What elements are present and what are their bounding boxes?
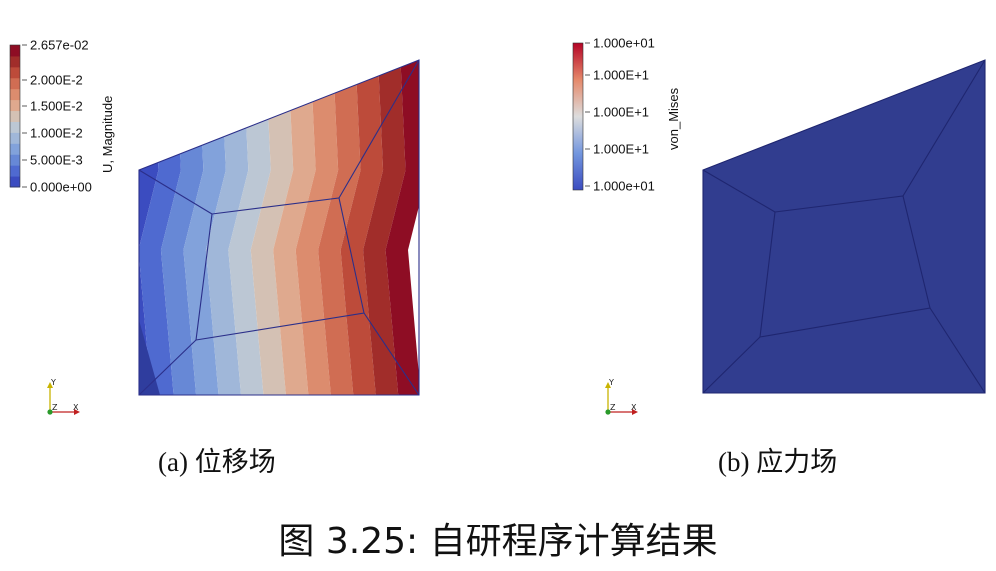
colorbar-band — [10, 121, 20, 133]
colorbar-tick-label: 0.000e+00 — [30, 180, 92, 195]
axes-triad-b: Y X Z — [605, 378, 638, 415]
displacement-mesh — [138, 59, 420, 396]
colorbar-band — [10, 143, 20, 155]
displacement-contour-bands — [139, 60, 419, 395]
contour-band — [139, 320, 160, 395]
caption-b-label: (b) — [718, 447, 750, 477]
displacement-colorbar-title: U, Magnitude — [100, 96, 115, 173]
axis-x-label: X — [73, 403, 79, 412]
caption-b: (b) 应力场 — [718, 440, 837, 479]
colorbar-tick-label: 1.000E+1 — [593, 142, 649, 157]
colorbar-tick-label: 1.000e+01 — [593, 36, 655, 51]
axes-triad-a: Y X Z — [47, 378, 80, 415]
colorbar-band — [10, 132, 20, 144]
colorbar-tick-label: 2.000E-2 — [30, 73, 83, 88]
displacement-colorbar-bands — [10, 45, 20, 188]
displacement-plot — [138, 59, 420, 396]
colorbar-band — [10, 154, 20, 166]
caption-a-text: 位移场 — [194, 447, 276, 478]
caption-a-label: (a) — [158, 447, 188, 477]
figure-caption: 图 3.25: 自研程序计算结果 — [278, 521, 718, 562]
colorbar-band — [10, 99, 20, 112]
colorbar-tick-label: 1.000E+1 — [593, 68, 649, 83]
colorbar-tick-label: 1.000E+1 — [593, 105, 649, 120]
displacement-colorbar-ticks: 2.657e-02 2.000E-2 1.500E-2 1.000E-2 5.000E-… — [22, 38, 92, 195]
caption-a: (a) 位移场 — [158, 440, 276, 479]
stress-colorbar-ticks: 1.000e+01 1.000E+1 1.000E+1 1.000E+1 1.000e+… — [585, 36, 655, 194]
colorbar-band — [10, 66, 20, 79]
caption-b-text: 应力场 — [756, 447, 838, 478]
contour-band — [228, 60, 271, 395]
axis-z-label: Z — [52, 403, 58, 412]
colorbar-band — [10, 110, 20, 122]
contour-band — [340, 60, 384, 395]
colorbar-band — [10, 45, 20, 57]
colorbar-band — [10, 88, 20, 101]
colorbar-band — [10, 176, 20, 188]
contour-band — [318, 60, 361, 395]
colorbar-tick-label: 1.000E-2 — [30, 126, 83, 141]
colorbar-tick-label: 1.500E-2 — [30, 99, 83, 114]
contour-band — [295, 60, 339, 395]
colorbar-band — [10, 165, 20, 177]
axis-x-label: X — [631, 403, 637, 412]
stress-plot — [702, 59, 986, 394]
axis-y-label: Y — [608, 378, 614, 387]
contour-band — [363, 60, 406, 395]
displacement-colorbar: 2.657e-02 2.000E-2 1.500E-2 1.000E-2 5.000E-… — [9, 38, 115, 195]
contour-band — [273, 60, 316, 395]
axis-y-label: Y — [50, 378, 56, 387]
stress-colorbar-title: von_Mises — [666, 87, 681, 150]
stress-colorbar-gradient — [572, 42, 584, 191]
colorbar-tick-label: 5.000E-3 — [30, 153, 83, 168]
contour-band — [385, 60, 419, 395]
contour-band — [250, 60, 294, 395]
axis-z-label: Z — [610, 403, 616, 412]
stress-colorbar: 1.000e+01 1.000E+1 1.000E+1 1.000E+1 1.000e+… — [572, 36, 681, 194]
colorbar-tick-label: 2.657e-02 — [30, 38, 89, 53]
colorbar-frame — [9, 44, 21, 188]
stress-field-fill — [703, 60, 985, 393]
colorbar-tick-label: 1.000e+01 — [593, 179, 655, 194]
contour-band — [205, 60, 249, 395]
colorbar-band — [10, 77, 20, 90]
colorbar-band — [10, 55, 20, 68]
stress-mesh — [702, 59, 986, 394]
